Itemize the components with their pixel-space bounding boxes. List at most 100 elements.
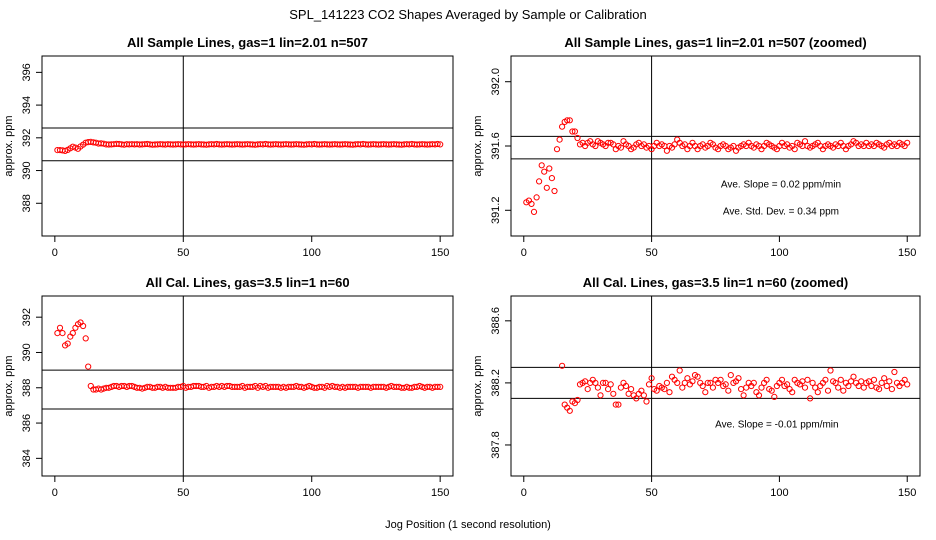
data-point	[684, 375, 691, 382]
data-point	[56, 324, 64, 331]
data-point	[559, 123, 566, 130]
x-tick-label: 100	[770, 247, 788, 259]
data-point	[845, 382, 852, 390]
plot-frame	[510, 295, 921, 477]
x-tick-label: 150	[431, 487, 449, 499]
data-point	[704, 379, 711, 386]
data-point	[437, 141, 444, 148]
data-point	[559, 362, 566, 369]
chart-panel-4: All Cal. Lines, gas=3.5 lin=1 n=60 (zoom…	[472, 275, 921, 499]
data-point	[643, 398, 650, 405]
y-tick-label: 390	[21, 343, 33, 361]
data-point	[594, 384, 602, 391]
data-point	[612, 401, 619, 408]
data-point	[763, 376, 770, 383]
data-point	[876, 386, 883, 393]
data-point	[571, 128, 579, 135]
data-point	[72, 324, 79, 331]
data-point	[707, 379, 714, 386]
y-tick-label: 388.2	[490, 369, 502, 397]
panel-title: All Sample Lines, gas=1 lin=2.01 n=507	[127, 35, 368, 50]
data-point	[551, 187, 558, 195]
data-point	[755, 392, 763, 399]
data-point	[717, 376, 724, 383]
stat-annotation: Ave. Slope = -0.01 ppm/min	[715, 419, 839, 430]
data-point	[85, 363, 92, 370]
y-tick-label: 391.2	[490, 197, 502, 225]
data-point	[727, 372, 734, 379]
y-tick-label: 394	[21, 96, 33, 114]
data-point	[628, 386, 635, 393]
data-point	[807, 395, 814, 402]
y-tick-label: 396	[21, 63, 33, 81]
data-point	[574, 396, 581, 404]
x-tick-label: 0	[52, 247, 58, 259]
data-point	[709, 384, 717, 391]
data-point	[300, 384, 308, 391]
data-point	[858, 378, 865, 385]
data-point	[566, 117, 573, 124]
data-point	[566, 407, 573, 414]
x-tick-label: 50	[177, 487, 189, 499]
panel-title: All Sample Lines, gas=1 lin=2.01 n=507 (…	[564, 35, 866, 50]
data-point	[82, 335, 89, 342]
plot-frame	[41, 55, 454, 237]
data-point	[610, 390, 617, 397]
data-point	[592, 142, 599, 150]
stat-annotation: Ave. Std. Dev. = 0.34 ppm	[723, 206, 839, 217]
data-point	[835, 384, 842, 391]
stat-annotation: Ave. Slope = 0.02 ppm/min	[721, 179, 841, 190]
data-point	[653, 387, 660, 394]
data-point	[528, 200, 535, 207]
data-point	[870, 376, 878, 383]
data-point	[663, 147, 671, 154]
data-point	[822, 376, 829, 383]
x-tick-label: 150	[431, 247, 449, 259]
data-point	[556, 136, 563, 143]
plot-frame	[41, 295, 454, 477]
data-point	[784, 381, 791, 388]
data-point	[54, 330, 61, 337]
data-point	[536, 178, 543, 185]
chart-panel-2: All Sample Lines, gas=1 lin=2.01 n=507 (…	[472, 35, 921, 259]
data-point	[607, 381, 614, 388]
data-point	[676, 367, 683, 374]
data-point	[543, 184, 550, 191]
data-point	[434, 383, 441, 390]
data-point	[638, 387, 645, 394]
data-point	[617, 144, 625, 151]
panel-title: All Cal. Lines, gas=3.5 lin=1 n=60	[145, 275, 349, 290]
figure-title: SPL_141223 CO2 Shapes Averaged by Sample…	[289, 7, 647, 22]
data-point	[633, 395, 640, 402]
y-tick-label: 386	[21, 414, 33, 432]
data-point	[850, 373, 857, 380]
x-tick-label: 50	[645, 247, 657, 259]
data-point	[661, 386, 668, 393]
data-point	[814, 389, 821, 396]
data-point	[69, 143, 76, 150]
data-point	[437, 383, 444, 390]
y-tick-label: 388	[21, 379, 33, 397]
data-point	[824, 387, 832, 394]
data-point	[801, 138, 809, 145]
chart-panel-1: All Sample Lines, gas=1 lin=2.01 n=507 0 5…	[3, 35, 454, 259]
panel-title: All Cal. Lines, gas=3.5 lin=1 n=60 (zoom…	[583, 275, 849, 290]
data-point	[645, 381, 653, 388]
data-point	[597, 392, 604, 399]
y-axis-label: approx. ppm	[472, 115, 484, 176]
data-point	[64, 340, 71, 347]
data-point	[666, 389, 673, 396]
data-point	[738, 386, 745, 393]
data-point	[694, 373, 701, 380]
data-point	[605, 386, 612, 393]
data-point	[648, 375, 655, 382]
y-tick-label: 392	[21, 129, 33, 147]
data-point	[434, 140, 441, 148]
x-tick-label: 0	[521, 247, 527, 259]
data-point	[827, 367, 834, 374]
data-point	[740, 392, 747, 399]
y-tick-label: 392.0	[490, 68, 502, 96]
data-point	[901, 376, 908, 383]
data-point	[69, 330, 76, 337]
